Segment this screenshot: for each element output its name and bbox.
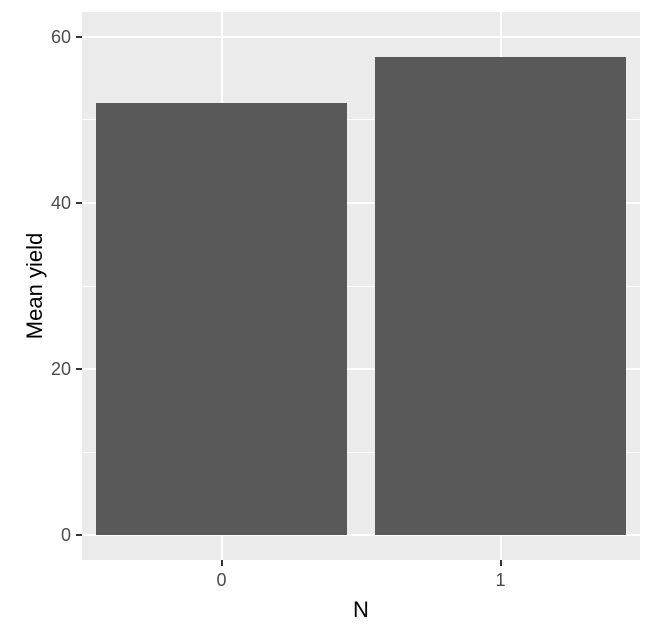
grid-major-h xyxy=(82,36,640,38)
bar xyxy=(96,103,347,535)
plot-panel xyxy=(82,12,640,560)
x-tick xyxy=(221,560,223,566)
y-tick-label: 60 xyxy=(51,28,71,46)
x-tick xyxy=(500,560,502,566)
chart-figure: Mean yield N 0 20 40 60 0 1 xyxy=(0,0,652,633)
x-tick-label: 1 xyxy=(481,571,521,589)
y-tick-label: 20 xyxy=(51,360,71,378)
y-tick xyxy=(76,202,82,204)
y-tick xyxy=(76,36,82,38)
y-tick xyxy=(76,534,82,536)
x-axis-title: N xyxy=(261,599,461,621)
y-tick xyxy=(76,368,82,370)
y-axis-title: Mean yield xyxy=(24,136,46,436)
y-tick-label: 0 xyxy=(61,526,71,544)
y-tick-label: 40 xyxy=(51,194,71,212)
bar xyxy=(375,57,626,535)
x-tick-label: 0 xyxy=(202,571,242,589)
